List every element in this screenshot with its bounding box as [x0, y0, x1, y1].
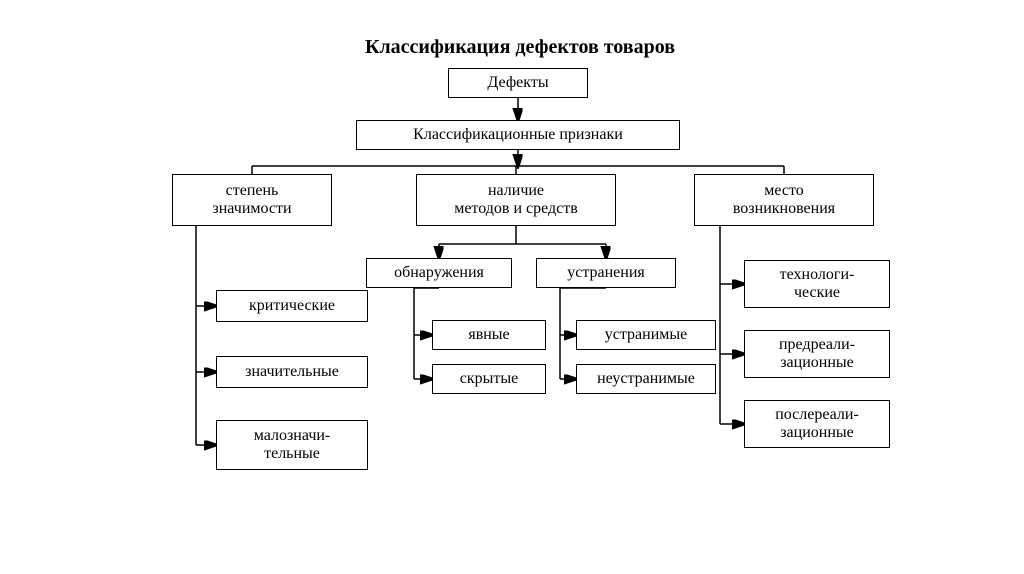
node-sign: степеньзначимости — [172, 174, 332, 226]
node-fixable: устранимые — [576, 320, 716, 350]
node-minor: малозначи-тельные — [216, 420, 368, 470]
node-tech: технологи-ческие — [744, 260, 890, 308]
diagram-canvas: Классификация дефектов товаров Дефекты Кл… — [0, 0, 1024, 574]
node-detect: обнаружения — [366, 258, 512, 288]
node-hidden: скрытые — [432, 364, 546, 394]
node-visible: явные — [432, 320, 546, 350]
node-remove: устранения — [536, 258, 676, 288]
node-klass: Классификационные признаки — [356, 120, 680, 150]
diagram-title: Классификация дефектов товаров — [320, 36, 720, 59]
node-postreal: послереали-зационные — [744, 400, 890, 448]
node-unfix: неустранимые — [576, 364, 716, 394]
node-prereal: предреали-зационные — [744, 330, 890, 378]
node-signif: значительные — [216, 356, 368, 388]
node-root: Дефекты — [448, 68, 588, 98]
node-place: местовозникновения — [694, 174, 874, 226]
node-crit: критические — [216, 290, 368, 322]
node-meth: наличиеметодов и средств — [416, 174, 616, 226]
